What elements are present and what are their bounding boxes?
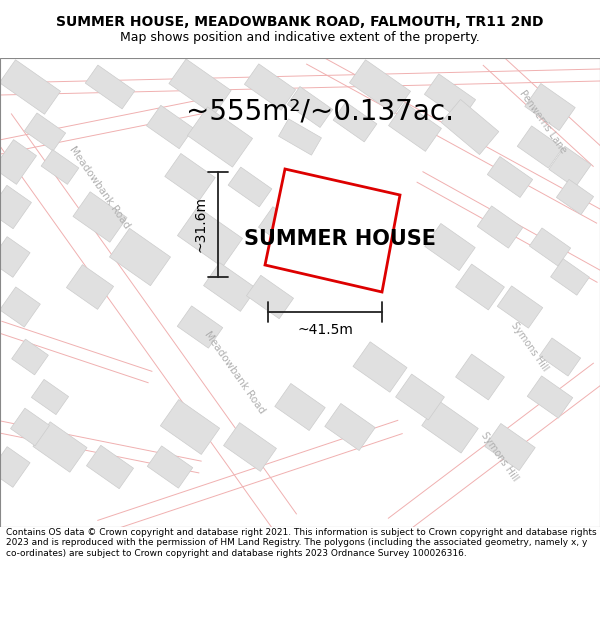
- Polygon shape: [0, 60, 61, 114]
- Polygon shape: [160, 399, 220, 454]
- Text: Meadowbank Road: Meadowbank Road: [203, 329, 267, 415]
- Polygon shape: [487, 156, 533, 198]
- Polygon shape: [25, 113, 65, 151]
- Polygon shape: [278, 119, 322, 155]
- Polygon shape: [165, 154, 215, 201]
- Polygon shape: [0, 447, 30, 488]
- Polygon shape: [517, 126, 563, 168]
- Polygon shape: [485, 424, 535, 471]
- Polygon shape: [441, 99, 499, 154]
- Polygon shape: [275, 384, 325, 431]
- Polygon shape: [349, 60, 410, 114]
- Text: ~31.6m: ~31.6m: [193, 196, 207, 252]
- Polygon shape: [177, 306, 223, 348]
- Polygon shape: [247, 275, 293, 319]
- Polygon shape: [0, 237, 30, 278]
- Polygon shape: [33, 422, 87, 472]
- Polygon shape: [187, 107, 253, 167]
- Polygon shape: [67, 264, 113, 309]
- Polygon shape: [265, 169, 400, 292]
- Polygon shape: [203, 262, 256, 311]
- Polygon shape: [11, 408, 49, 446]
- Polygon shape: [244, 64, 296, 110]
- Polygon shape: [549, 146, 591, 188]
- Polygon shape: [455, 264, 505, 310]
- Polygon shape: [529, 228, 571, 266]
- Polygon shape: [395, 374, 445, 420]
- Polygon shape: [146, 105, 194, 149]
- Polygon shape: [11, 339, 49, 375]
- Polygon shape: [224, 422, 277, 471]
- Polygon shape: [31, 379, 68, 414]
- Text: Penwerris Lane: Penwerris Lane: [518, 89, 568, 156]
- Text: Symons Hill: Symons Hill: [509, 321, 551, 373]
- Polygon shape: [0, 287, 40, 327]
- Polygon shape: [0, 139, 37, 184]
- Polygon shape: [455, 354, 505, 400]
- Polygon shape: [325, 404, 375, 451]
- Text: SUMMER HOUSE: SUMMER HOUSE: [244, 229, 436, 249]
- Polygon shape: [497, 286, 543, 328]
- Polygon shape: [556, 179, 593, 214]
- Polygon shape: [147, 446, 193, 488]
- Polygon shape: [228, 167, 272, 207]
- Text: ~41.5m: ~41.5m: [297, 323, 353, 337]
- Polygon shape: [527, 376, 573, 418]
- Polygon shape: [353, 342, 407, 392]
- Polygon shape: [477, 206, 523, 248]
- Polygon shape: [422, 401, 478, 453]
- Polygon shape: [539, 338, 581, 376]
- Text: Symons Hill: Symons Hill: [479, 431, 521, 483]
- Polygon shape: [551, 259, 589, 295]
- Polygon shape: [425, 224, 475, 271]
- Polygon shape: [109, 228, 170, 286]
- Polygon shape: [525, 84, 575, 131]
- Polygon shape: [333, 102, 377, 142]
- Polygon shape: [73, 192, 127, 242]
- Polygon shape: [287, 86, 332, 128]
- Text: Map shows position and indicative extent of the property.: Map shows position and indicative extent…: [120, 31, 480, 44]
- Text: ~555m²/~0.137ac.: ~555m²/~0.137ac.: [186, 98, 454, 126]
- Polygon shape: [424, 74, 476, 120]
- Polygon shape: [0, 185, 31, 229]
- Polygon shape: [86, 445, 134, 489]
- Polygon shape: [41, 149, 79, 184]
- Text: Contains OS data © Crown copyright and database right 2021. This information is : Contains OS data © Crown copyright and d…: [6, 528, 596, 558]
- Text: SUMMER HOUSE, MEADOWBANK ROAD, FALMOUTH, TR11 2ND: SUMMER HOUSE, MEADOWBANK ROAD, FALMOUTH,…: [56, 14, 544, 29]
- Polygon shape: [259, 207, 302, 248]
- Polygon shape: [169, 59, 231, 115]
- Text: Meadowbank Road: Meadowbank Road: [68, 144, 132, 230]
- Polygon shape: [85, 65, 135, 109]
- Polygon shape: [178, 207, 242, 267]
- Polygon shape: [389, 102, 442, 151]
